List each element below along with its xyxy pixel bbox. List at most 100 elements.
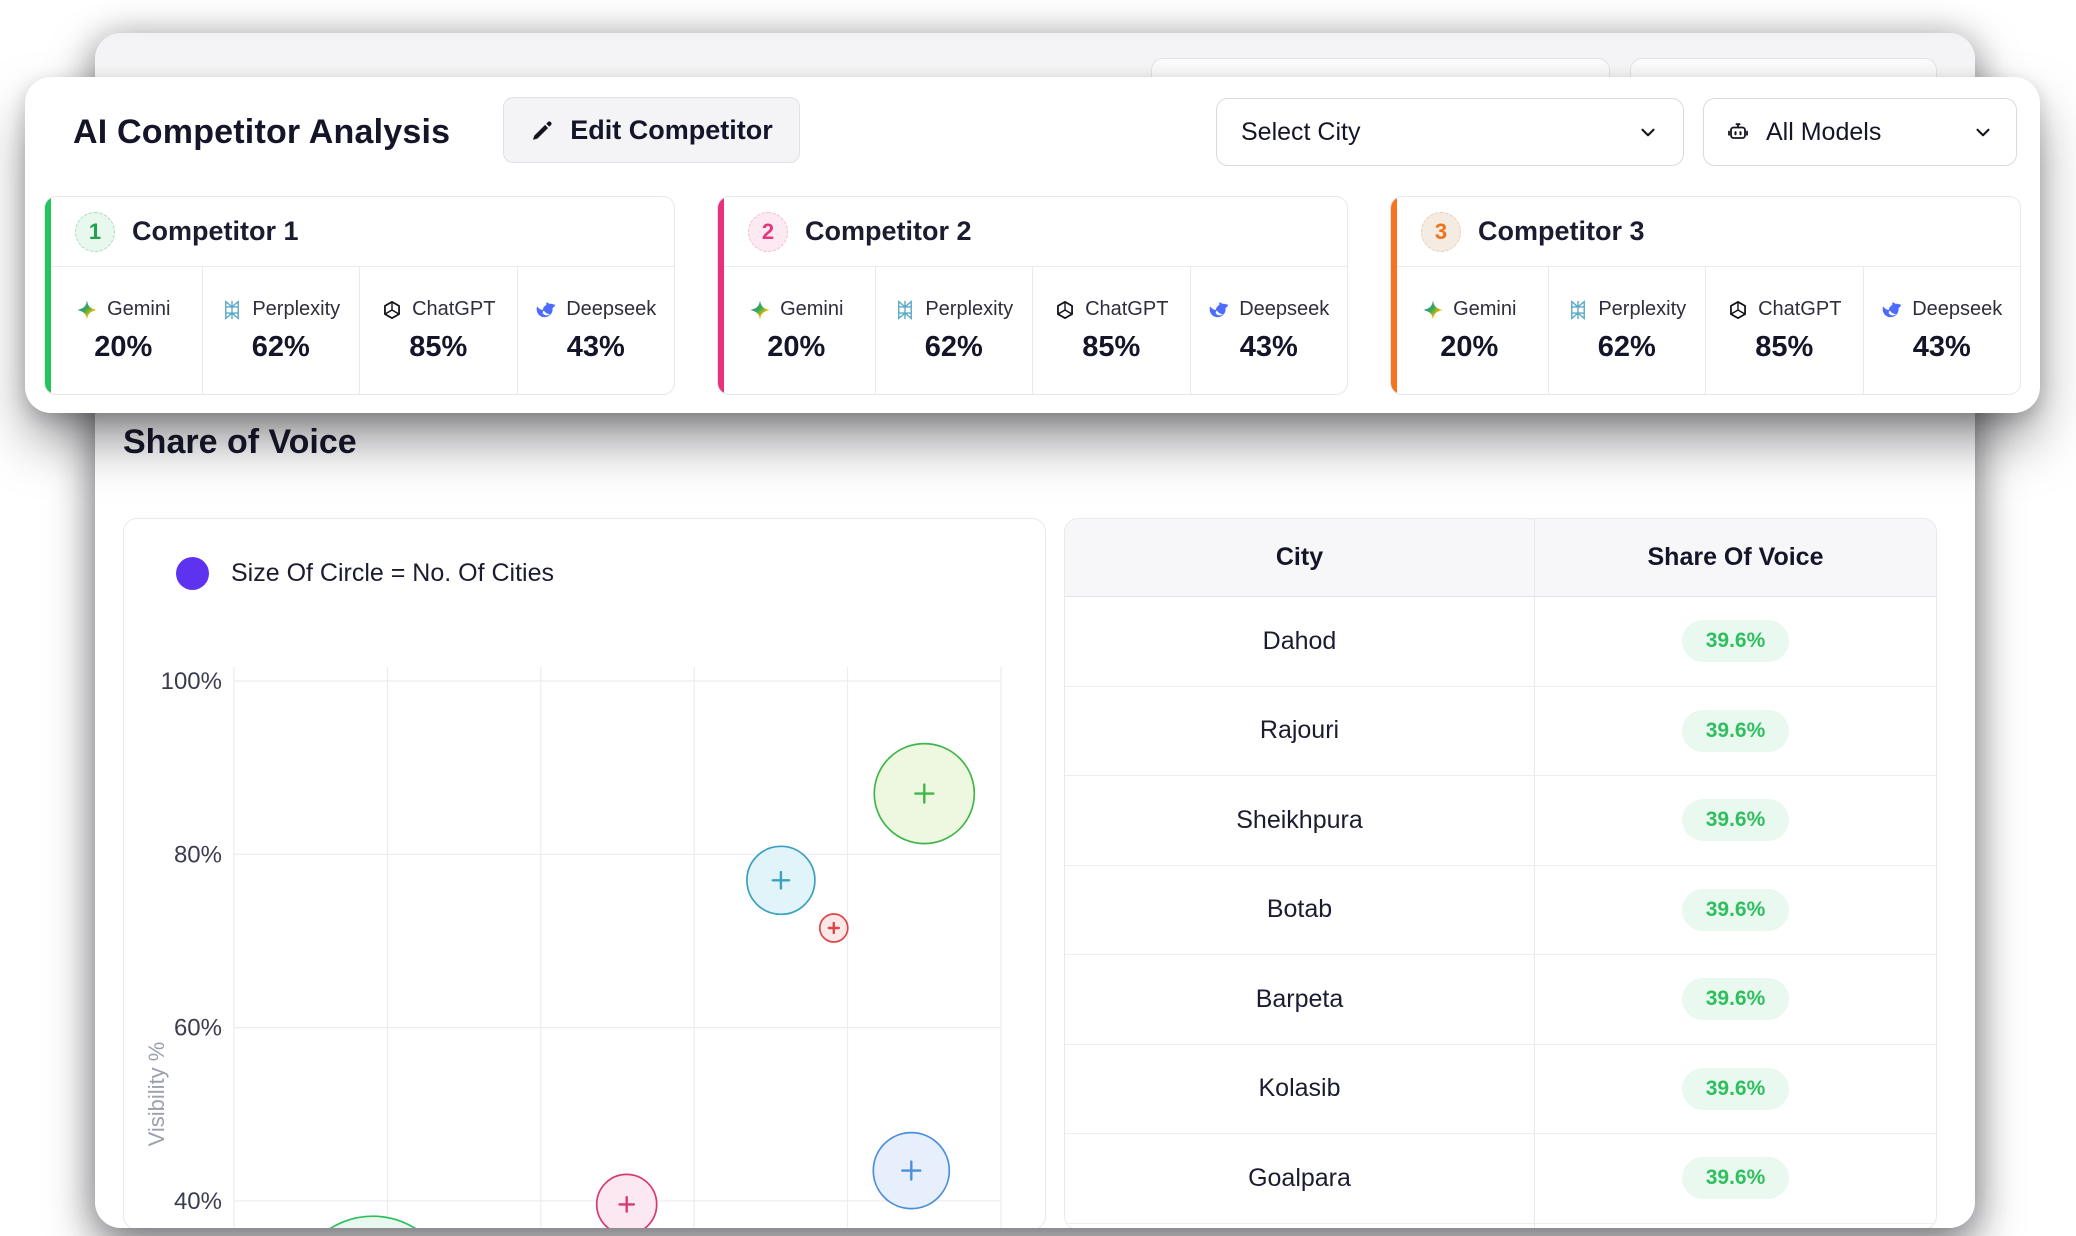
stat-chatgpt: ChatGPT 85% [1032,267,1190,394]
competitor-number-badge: 1 [75,211,115,252]
model-name: Gemini [780,298,844,320]
all-models-dropdown[interactable]: All Models [1703,98,2017,166]
chart-legend: Size Of Circle = No. Of Cities [176,557,554,590]
stat-gemini: Gemini 20% [45,267,202,394]
model-score: 62% [251,331,310,363]
edit-competitor-label: Edit Competitor [570,114,773,145]
sov-badge: 39.6% [1681,1067,1790,1110]
stat-deepseek: Deepseek 43% [1189,267,1348,394]
model-score: 43% [1239,331,1298,363]
competitor-card-2: 2 Competitor 2 Gemini 20% Perplexity 62%… [717,196,1348,395]
bubble-plus-marker [618,1196,636,1213]
bot-icon [1726,120,1750,144]
bubble-pink[interactable] [595,1173,658,1228]
perplexity-icon [894,299,916,321]
competitor-number-badge: 3 [1421,211,1461,252]
table-row: Sheikhpura 39.6% [1065,776,1936,866]
competitor-card-header: 2 Competitor 2 [718,197,1347,266]
model-score: 43% [1912,331,1971,363]
model-score: 85% [1082,331,1141,363]
competitor-name: Competitor 1 [132,216,299,246]
competitor-name: Competitor 2 [805,216,972,246]
bubble-plus-marker [771,870,791,890]
bubble-plus-marker [827,921,840,935]
bubble-plus-marker [914,783,935,804]
share-of-voice-table: City Share Of Voice Dahod 39.6% Rajouri … [1064,518,1937,1228]
model-name: Gemini [107,298,171,320]
model-score: 20% [94,331,153,363]
bubble-green-large[interactable] [873,742,976,845]
share-of-voice-chart-card: Size Of Circle = No. Of Cities 100% 80% 60… [123,518,1046,1228]
y-tick-label: 100% [161,668,222,695]
bubble-blue[interactable] [872,1131,951,1210]
chatgpt-icon [1727,299,1749,321]
model-score: 62% [1597,331,1656,363]
competitor-analysis-panel: AI Competitor Analysis Edit Competitor S… [25,77,2040,413]
legend-label: Size Of Circle = No. Of Cities [231,559,554,587]
table-row: Rajouri 39.6% [1065,686,1936,776]
table-row: Kolasib 39.6% [1065,1044,1936,1134]
competitor-stats: Gemini 20% Perplexity 62% ChatGPT 85% De… [718,266,1348,394]
chevron-down-icon [1972,121,1994,143]
stat-perplexity: Perplexity 62% [1547,267,1706,394]
all-models-value: All Models [1766,117,1882,146]
perplexity-icon [221,299,243,321]
city-cell: Sheikhpura [1065,776,1535,865]
competitor-card-header: 3 Competitor 3 [1391,197,2020,266]
sov-cell: 39.6% [1535,866,1936,955]
y-tick-label: 60% [174,1015,222,1042]
accent-bar [1391,197,1397,394]
edit-competitor-button[interactable]: Edit Competitor [503,97,800,163]
model-score: 20% [1440,331,1499,363]
sov-cell: 39.6% [1535,955,1936,1044]
bubble-green-bottom[interactable] [293,1215,453,1228]
city-cell: Goalpara [1065,1134,1535,1223]
model-score: 85% [1755,331,1814,363]
table-header-city: City [1065,519,1535,596]
model-name: Perplexity [1598,298,1687,320]
model-name: Deepseek [1912,298,2003,320]
stat-gemini: Gemini 20% [718,267,875,394]
model-name: Gemini [1453,298,1517,320]
competitor-stats: Gemini 20% Perplexity 62% ChatGPT 85% De… [45,266,675,394]
chatgpt-icon [381,299,403,321]
stat-deepseek: Deepseek 43% [1862,267,2021,394]
bubble-teal[interactable] [746,845,816,916]
sov-badge: 39.6% [1681,620,1790,663]
page-title: AI Competitor Analysis [73,113,451,151]
model-name: Perplexity [252,298,341,320]
table-row: Barpeta 39.6% [1065,955,1936,1045]
stat-gemini: Gemini 20% [1391,267,1548,394]
bubble-red-small[interactable] [818,913,849,943]
gemini-icon [1422,299,1444,321]
pencil-icon [530,117,556,143]
accent-bar [718,197,724,394]
city-cell: Kolasib [1065,1044,1535,1133]
select-city-value: Select City [1241,117,1361,146]
stat-deepseek: Deepseek 43% [516,267,675,394]
stat-chatgpt: ChatGPT 85% [1705,267,1863,394]
select-city-dropdown[interactable]: Select City [1216,98,1684,166]
stat-perplexity: Perplexity 62% [201,267,360,394]
table-row: Goalpara 39.6% [1065,1134,1936,1224]
y-tick-label: 40% [174,1188,222,1215]
deepseek-icon [1208,299,1230,321]
sov-badge: 39.6% [1681,799,1790,842]
sov-badge: 39.6% [1681,978,1790,1021]
table-row: Botab 39.6% [1065,865,1936,955]
sov-badge: 39.6% [1681,709,1790,752]
table-header-row: City Share Of Voice [1065,519,1936,597]
model-name: ChatGPT [1085,298,1169,320]
competitor-name: Competitor 3 [1478,216,1645,246]
model-name: Deepseek [566,298,657,320]
model-name: ChatGPT [412,298,496,320]
table-header-sov: Share Of Voice [1647,543,1824,571]
deepseek-icon [535,299,557,321]
stat-perplexity: Perplexity 62% [874,267,1033,394]
perplexity-icon [1567,299,1589,321]
sov-badge: 39.6% [1681,1157,1790,1200]
section-title: Share of Voice [123,423,357,461]
sov-cell: 39.6% [1535,687,1936,776]
deepseek-icon [1881,299,1903,321]
